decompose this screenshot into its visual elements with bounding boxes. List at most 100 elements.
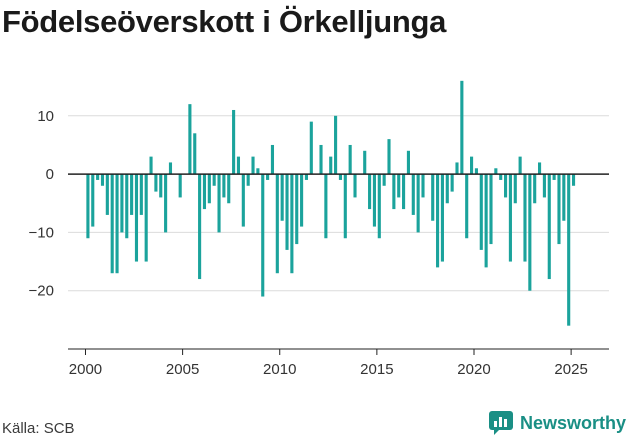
bar xyxy=(300,174,304,227)
bar xyxy=(329,156,333,175)
bar xyxy=(304,174,308,180)
bar xyxy=(416,174,420,233)
bar xyxy=(100,174,105,186)
x-tick-label: 2020 xyxy=(457,361,490,378)
bar xyxy=(227,174,231,204)
bar xyxy=(479,174,483,250)
bar xyxy=(232,109,236,175)
bar xyxy=(154,174,158,192)
bar xyxy=(513,174,517,204)
chart-title: Födelseöverskott i Örkelljunga xyxy=(2,4,447,39)
bar xyxy=(368,174,372,210)
bars xyxy=(86,80,576,326)
bar xyxy=(275,174,279,274)
bar xyxy=(562,174,566,221)
bar xyxy=(198,174,202,280)
bar xyxy=(465,174,469,239)
brand[interactable]: Newsworthy xyxy=(488,410,626,436)
bar xyxy=(547,174,551,280)
bar xyxy=(261,174,265,297)
bar xyxy=(518,156,522,175)
bar xyxy=(309,121,313,175)
bar xyxy=(222,174,226,198)
bar xyxy=(202,174,207,210)
bar xyxy=(105,174,109,215)
bar xyxy=(533,174,537,204)
bar xyxy=(557,174,561,245)
bar xyxy=(207,174,211,204)
y-tick-label: −10 xyxy=(29,224,54,241)
bar xyxy=(241,174,245,227)
axes: −20 −10 0 10 2000 2005 2010 2015 2020 2025 xyxy=(29,108,609,378)
bar xyxy=(139,174,143,215)
bar xyxy=(353,174,357,198)
bar xyxy=(115,174,119,274)
y-tick-label: −20 xyxy=(29,283,54,300)
bar xyxy=(567,174,571,326)
bar xyxy=(421,174,425,198)
bar xyxy=(348,144,352,175)
y-tick-label: 10 xyxy=(37,108,54,125)
bar xyxy=(436,174,440,268)
bar xyxy=(343,174,347,239)
brand-name: Newsworthy xyxy=(519,412,626,433)
bar xyxy=(266,174,270,180)
bar xyxy=(159,174,163,198)
bar xyxy=(246,174,250,186)
x-tick-label: 2010 xyxy=(263,361,296,378)
bar xyxy=(372,174,376,227)
bar xyxy=(387,139,391,175)
bar xyxy=(508,174,512,262)
bar xyxy=(193,133,197,175)
newsworthy-logo-icon xyxy=(488,411,513,435)
bar xyxy=(499,174,503,180)
bar xyxy=(144,174,148,262)
bar xyxy=(120,174,124,233)
bar xyxy=(440,174,444,262)
bar xyxy=(504,174,508,198)
bar xyxy=(164,174,168,233)
bar xyxy=(280,174,284,221)
x-tick-label: 2025 xyxy=(554,361,587,378)
bar xyxy=(217,174,221,233)
bar xyxy=(236,156,241,175)
bar xyxy=(445,174,449,204)
bar xyxy=(406,150,410,175)
bar xyxy=(256,168,260,175)
bar xyxy=(96,174,100,180)
bar xyxy=(91,174,95,227)
bar xyxy=(270,144,275,175)
bar xyxy=(251,156,255,175)
gridlines xyxy=(68,115,609,292)
x-tick-label: 2000 xyxy=(69,361,102,378)
bar xyxy=(523,174,527,262)
bar xyxy=(484,174,488,268)
bar xyxy=(110,174,114,274)
bar xyxy=(450,174,454,192)
bar xyxy=(397,174,401,198)
source-label: Källa: SCB xyxy=(2,420,75,437)
bar xyxy=(392,174,396,210)
x-tick-label: 2005 xyxy=(166,361,199,378)
bar xyxy=(455,162,459,175)
bar xyxy=(125,174,129,239)
bar xyxy=(324,174,328,239)
bar xyxy=(552,174,556,180)
bar xyxy=(470,156,474,175)
bar xyxy=(338,174,342,180)
bar xyxy=(149,156,153,175)
bar xyxy=(363,150,367,175)
bar xyxy=(168,162,173,175)
bar xyxy=(334,115,338,175)
bar xyxy=(402,174,406,210)
bar xyxy=(178,174,182,198)
y-tick-label: 0 xyxy=(46,166,54,183)
bar xyxy=(431,174,435,221)
bar xyxy=(188,104,192,175)
bar xyxy=(460,80,464,175)
bar xyxy=(411,174,415,215)
bar xyxy=(319,144,323,175)
bar xyxy=(290,174,294,274)
bar xyxy=(212,174,216,186)
